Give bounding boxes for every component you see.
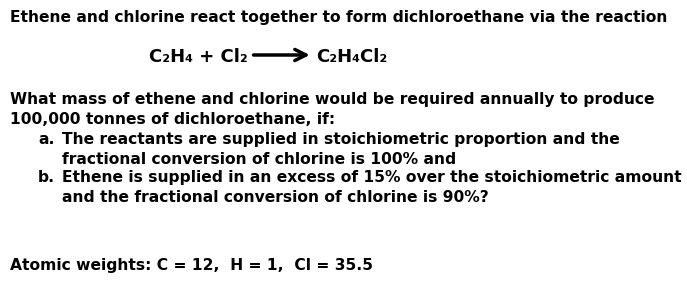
Text: b.: b. — [38, 170, 55, 185]
Text: and the fractional conversion of chlorine is 90%?: and the fractional conversion of chlorin… — [62, 190, 488, 205]
Text: fractional conversion of chlorine is 100% and: fractional conversion of chlorine is 100… — [62, 152, 456, 167]
Text: Ethene is supplied in an excess of 15% over the stoichiometric amount: Ethene is supplied in an excess of 15% o… — [62, 170, 682, 185]
Text: a.: a. — [38, 132, 54, 147]
Text: Ethene and chlorine react together to form dichloroethane via the reaction: Ethene and chlorine react together to fo… — [10, 10, 667, 25]
Text: The reactants are supplied in stoichiometric proportion and the: The reactants are supplied in stoichiome… — [62, 132, 620, 147]
Text: Atomic weights: C = 12,  H = 1,  Cl = 35.5: Atomic weights: C = 12, H = 1, Cl = 35.5 — [10, 258, 373, 273]
Text: C₂H₄ + Cl₂: C₂H₄ + Cl₂ — [148, 48, 247, 66]
Text: What mass of ethene and chlorine would be required annually to produce: What mass of ethene and chlorine would b… — [10, 92, 655, 107]
Text: 100,000 tonnes of dichloroethane, if:: 100,000 tonnes of dichloroethane, if: — [10, 112, 335, 127]
Text: C₂H₄Cl₂: C₂H₄Cl₂ — [316, 48, 387, 66]
